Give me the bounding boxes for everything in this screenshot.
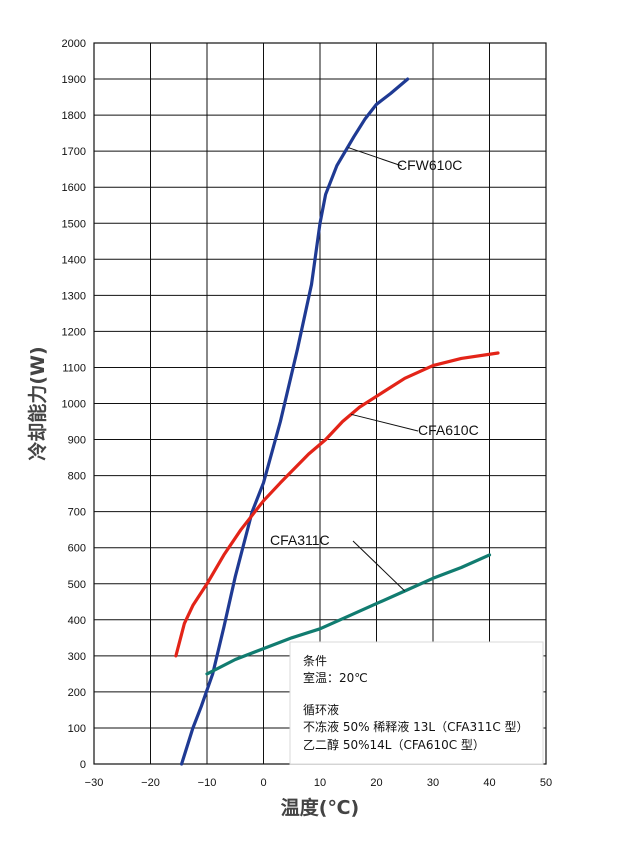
y-tick-label: 1800 (62, 110, 86, 122)
y-tick-label: 900 (68, 435, 86, 447)
x-axis-ticks: −30 −20 −10 0 10 20 30 40 50 (85, 777, 552, 789)
series-label-cfa610c: CFA610C (418, 422, 479, 438)
y-axis-ticks: 0 100 200 300 400 500 600 700 800 900 1000 1100 1200… (62, 38, 86, 771)
y-tick-label: 1900 (62, 74, 86, 86)
y-tick-label: 700 (68, 507, 86, 519)
room-temp-text: 室温：20℃ (303, 670, 368, 685)
series-label-cfw610c: CFW610C (397, 157, 462, 173)
leader-line-cfa311c (352, 540, 406, 592)
y-tick-label: 0 (80, 759, 86, 771)
conditions-box: 条件 室温：20℃ 循环液 不冻液 50% 稀释液 13L（CFA311C 型）… (289, 641, 544, 765)
x-tick-label: −20 (141, 777, 160, 789)
series-line-cfa610c (174, 351, 500, 658)
x-tick-label: 0 (260, 777, 266, 789)
coolant-line-2: 乙二醇 50%14L（CFA610C 型） (303, 737, 485, 752)
x-tick-label: 40 (483, 777, 495, 789)
y-tick-label: 300 (68, 651, 86, 663)
y-tick-label: 400 (68, 615, 86, 627)
leader-line-cfw610c (348, 147, 403, 167)
y-tick-label: 1400 (62, 254, 86, 266)
y-tick-label: 1300 (62, 290, 86, 302)
series-line-cfa311c (205, 553, 492, 676)
x-tick-label: 30 (427, 777, 439, 789)
x-tick-label: −10 (198, 777, 217, 789)
x-axis-title: 温度(℃) (281, 796, 359, 819)
y-tick-label: 1000 (62, 399, 86, 411)
y-tick-label: 2000 (62, 38, 86, 50)
series-line-cfw610c (180, 77, 410, 766)
series-labels: CFW610C CFA610C CFA311C (270, 147, 479, 592)
coolant-title: 循环液 (303, 702, 339, 717)
y-tick-label: 800 (68, 471, 86, 483)
y-tick-label: 1500 (62, 218, 86, 230)
y-axis-title: 冷却能力(W) (26, 346, 49, 460)
y-tick-label: 500 (68, 579, 86, 591)
series-label-cfa311c: CFA311C (270, 532, 330, 548)
y-tick-label: 100 (68, 723, 86, 735)
y-tick-label: 1100 (62, 362, 86, 374)
x-tick-label: 20 (370, 777, 382, 789)
conditions-title: 条件 (303, 654, 327, 668)
x-tick-label: −30 (85, 777, 104, 789)
y-tick-label: 600 (68, 543, 86, 555)
leader-line-cfa610c (350, 413, 419, 432)
series-lines (174, 77, 500, 766)
x-tick-label: 10 (314, 777, 326, 789)
x-tick-label: 50 (540, 777, 552, 789)
y-tick-label: 1200 (62, 326, 86, 338)
coolant-line-1: 不冻液 50% 稀释液 13L（CFA311C 型） (303, 719, 529, 734)
y-tick-label: 200 (68, 687, 86, 699)
y-tick-label: 1700 (62, 146, 86, 158)
y-tick-label: 1600 (62, 182, 86, 194)
